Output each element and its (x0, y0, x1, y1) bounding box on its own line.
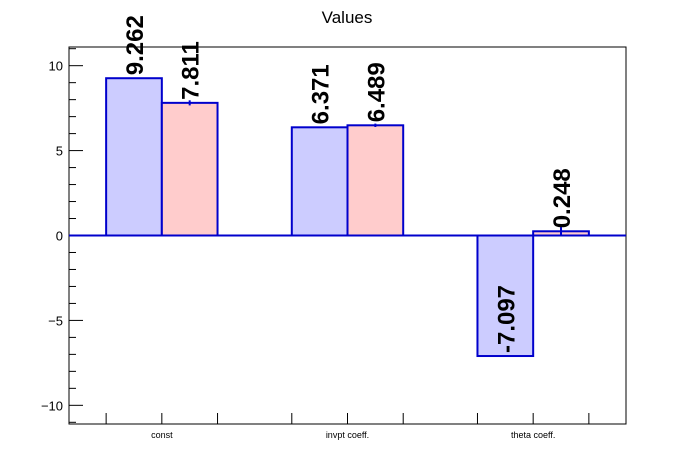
bar (160, 101, 219, 237)
y-tick-label: 5 (56, 144, 63, 159)
data-label: 0.248 (549, 168, 576, 228)
bars-layer (69, 77, 626, 358)
data-label: -7.097 (493, 285, 520, 353)
data-label: 6.371 (308, 64, 335, 124)
x-category-label: invpt coeff. (326, 430, 369, 440)
y-tick-label: 10 (49, 59, 63, 74)
bar (346, 124, 405, 237)
x-category-label: theta coeff. (511, 430, 555, 440)
y-tick-label: 0 (56, 229, 63, 244)
data-label: 9.262 (122, 15, 149, 75)
bar (476, 234, 535, 358)
y-tick-label: −5 (48, 313, 63, 328)
y-tick-label: −10 (41, 398, 63, 413)
bar (105, 77, 163, 237)
data-label: 6.489 (363, 62, 390, 122)
chart-title: Values (322, 8, 373, 27)
x-category-label: const (151, 430, 173, 440)
bar (290, 126, 349, 237)
data-label: 7.811 (178, 41, 205, 100)
labels-layer: 9.262 6.371 -7.097 7.811 6.489 0.248 (122, 15, 576, 353)
axes-layer: −10 −5 0 5 10 const invpt coeff. theta coeff. (41, 48, 590, 440)
